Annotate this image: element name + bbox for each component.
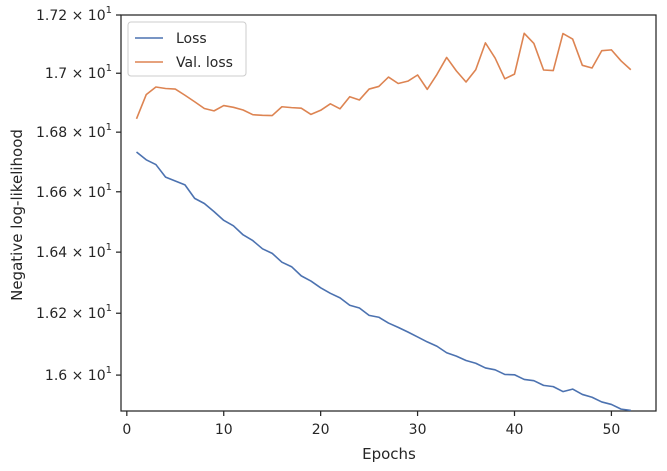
x-tick-label: 20 bbox=[312, 422, 330, 438]
plot-area bbox=[120, 14, 657, 412]
y-tick-label: 1.6 × 101 bbox=[45, 365, 112, 384]
x-axis-label: Epochs bbox=[362, 445, 416, 463]
y-tick-label: 1.66 × 101 bbox=[36, 182, 112, 201]
legend-label: Loss bbox=[176, 31, 207, 47]
y-axis-label: Negative log-likelihood bbox=[8, 129, 26, 301]
y-tick-label: 1.7 × 101 bbox=[45, 63, 112, 82]
x-tick-label: 40 bbox=[506, 422, 524, 438]
x-tick-label: 30 bbox=[409, 422, 427, 438]
legend: Loss Val. loss bbox=[127, 21, 247, 77]
x-tick-label: 0 bbox=[122, 422, 131, 438]
series-layer bbox=[135, 32, 632, 412]
plot-frame bbox=[120, 14, 657, 412]
series-line-0 bbox=[136, 151, 631, 412]
x-tick-label: 50 bbox=[603, 422, 621, 438]
y-tick-label: 1.64 × 101 bbox=[36, 242, 112, 261]
legend-label: Val. loss bbox=[176, 55, 233, 71]
x-axis-ticks: 0 10 20 30 40 50 bbox=[122, 411, 620, 438]
y-tick-label: 1.72 × 101 bbox=[36, 5, 112, 24]
y-tick-label: 1.68 × 101 bbox=[36, 122, 112, 141]
y-tick-label: 1.62 × 101 bbox=[36, 303, 112, 322]
y-axis-ticks: 1.6 × 101 1.62 × 101 1.64 × 101 1.66 × 101 1… bbox=[36, 5, 121, 384]
x-tick-label: 10 bbox=[215, 422, 233, 438]
series-line-1 bbox=[135, 32, 632, 120]
